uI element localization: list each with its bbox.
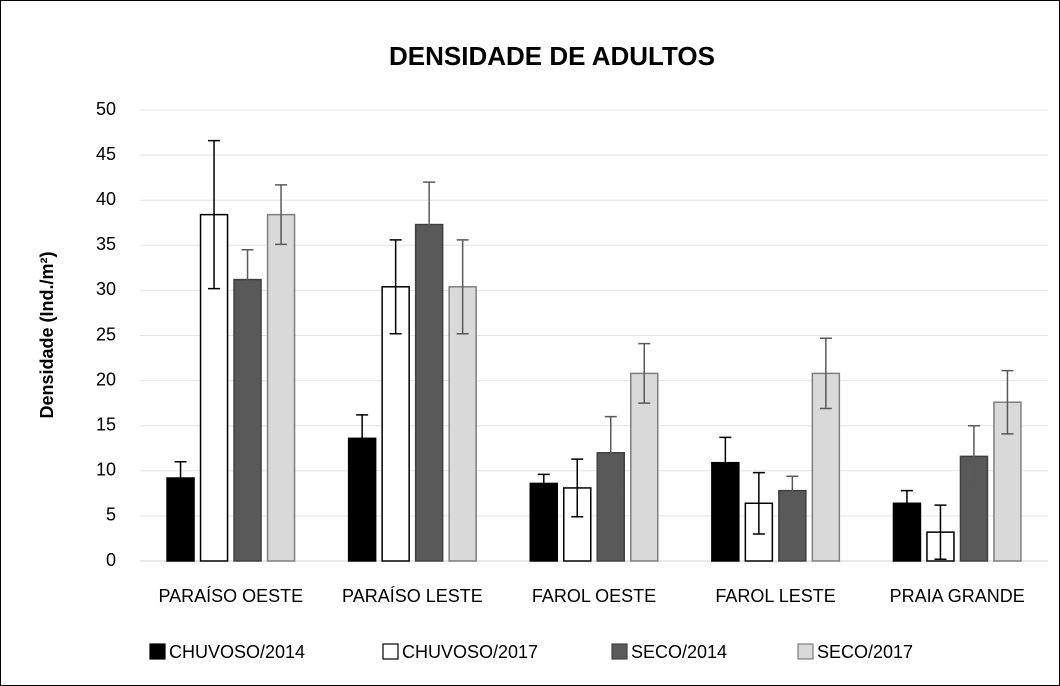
legend-swatch bbox=[149, 643, 166, 660]
legend-swatch bbox=[611, 643, 628, 660]
y-tick-label: 5 bbox=[106, 505, 116, 525]
x-tick-label: FAROL LESTE bbox=[715, 586, 835, 606]
error-bar bbox=[241, 249, 254, 311]
error-bar bbox=[456, 239, 469, 335]
y-tick-label: 10 bbox=[96, 460, 116, 480]
bar bbox=[233, 278, 262, 562]
error-bar bbox=[719, 436, 732, 489]
y-axis-label: Densidade (Ind./m²) bbox=[37, 251, 57, 418]
legend-swatch bbox=[382, 643, 399, 660]
y-tick-label: 45 bbox=[96, 144, 116, 164]
legend-label: SECO/2014 bbox=[631, 642, 727, 662]
error-bar bbox=[275, 184, 288, 246]
y-tick-label: 30 bbox=[96, 279, 116, 299]
y-tick-label: 40 bbox=[96, 189, 116, 209]
error-bar bbox=[786, 475, 799, 506]
bar bbox=[529, 482, 558, 562]
error-bar bbox=[604, 415, 617, 490]
y-tick-label: 0 bbox=[106, 550, 116, 570]
legend-label: CHUVOSO/2014 bbox=[169, 642, 305, 662]
x-tick-label: PARAÍSO OESTE bbox=[158, 586, 303, 606]
error-bar bbox=[537, 473, 550, 494]
error-bar bbox=[934, 504, 947, 560]
legend-label: SECO/2017 bbox=[817, 642, 913, 662]
y-tick-label: 15 bbox=[96, 414, 116, 434]
y-tick-label: 50 bbox=[96, 99, 116, 119]
x-tick-label: FAROL OESTE bbox=[532, 586, 656, 606]
legend-swatch bbox=[797, 643, 814, 660]
error-bar bbox=[967, 424, 980, 488]
error-bar bbox=[571, 458, 584, 518]
error-bar bbox=[356, 414, 369, 463]
error-bar bbox=[819, 337, 832, 410]
error-bar bbox=[423, 181, 436, 268]
x-tick-label: PRAIA GRANDE bbox=[890, 586, 1025, 606]
bar bbox=[414, 223, 444, 562]
error-bar bbox=[389, 239, 402, 335]
chart-title: DENSIDADE DE ADULTOS bbox=[389, 41, 715, 71]
error-bar bbox=[174, 461, 187, 496]
error-bar bbox=[900, 489, 913, 517]
y-tick-label: 20 bbox=[96, 369, 116, 389]
error-bar bbox=[752, 471, 765, 535]
error-bar bbox=[208, 139, 221, 290]
x-tick-label: PARAÍSO LESTE bbox=[342, 586, 483, 606]
y-tick-label: 25 bbox=[96, 324, 116, 344]
legend-label: CHUVOSO/2017 bbox=[402, 642, 538, 662]
bar bbox=[266, 213, 296, 562]
error-bar bbox=[1001, 369, 1014, 435]
y-tick-label: 35 bbox=[96, 234, 116, 254]
error-bar bbox=[638, 342, 651, 404]
